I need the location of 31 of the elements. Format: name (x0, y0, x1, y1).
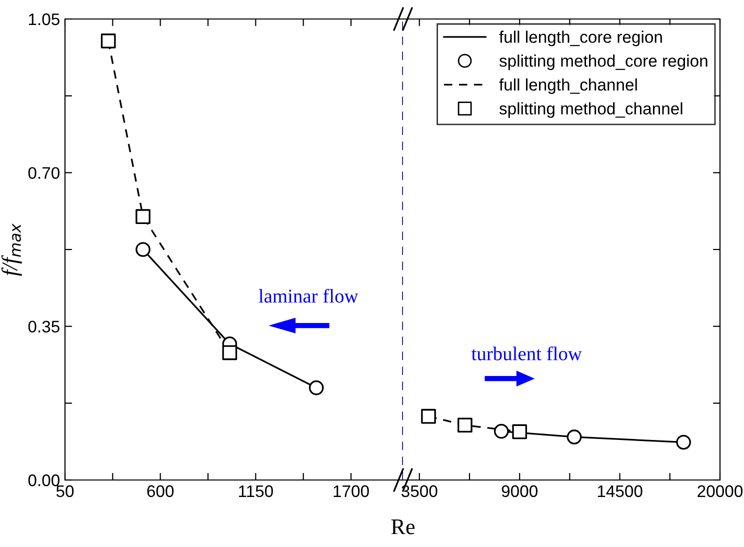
point (136, 242, 150, 257)
legend-label: splitting method_core region (499, 54, 708, 70)
y-tick-label: 1.05 (28, 13, 60, 26)
point (136, 209, 150, 224)
y-axis-title: f/f$_{max}$ (1, 223, 22, 276)
x-tick-label: 600 (147, 485, 174, 498)
x-tick-label: 1700 (334, 485, 369, 498)
x-axis-title: Re (391, 520, 415, 534)
annotation: laminar flow (258, 288, 358, 303)
y-tick-label: 0.00 (28, 474, 60, 486)
x-tick-label: 9000 (502, 485, 538, 498)
legend-label: full length_channel (499, 78, 637, 94)
point (676, 434, 691, 450)
x-tick-label: 3500 (401, 485, 438, 498)
y-tick-label: 0.70 (28, 167, 60, 179)
x-tick-label: 50 (56, 485, 74, 498)
point (512, 424, 528, 440)
x-tick-label: 1150 (239, 485, 273, 498)
point (458, 418, 472, 433)
point (100, 34, 116, 48)
annotation: turbulent flow (471, 346, 582, 360)
legend-label: full length_core region (499, 30, 662, 46)
point (308, 380, 324, 396)
point (222, 345, 238, 360)
legend-label: splitting method_channel (499, 102, 682, 118)
x-tick-label: 14500 (598, 485, 642, 498)
point (421, 408, 436, 424)
x-tick-label: 20000 (698, 485, 743, 498)
y-tick-label: 0.35 (28, 320, 60, 333)
point (494, 424, 509, 439)
point (566, 430, 582, 444)
